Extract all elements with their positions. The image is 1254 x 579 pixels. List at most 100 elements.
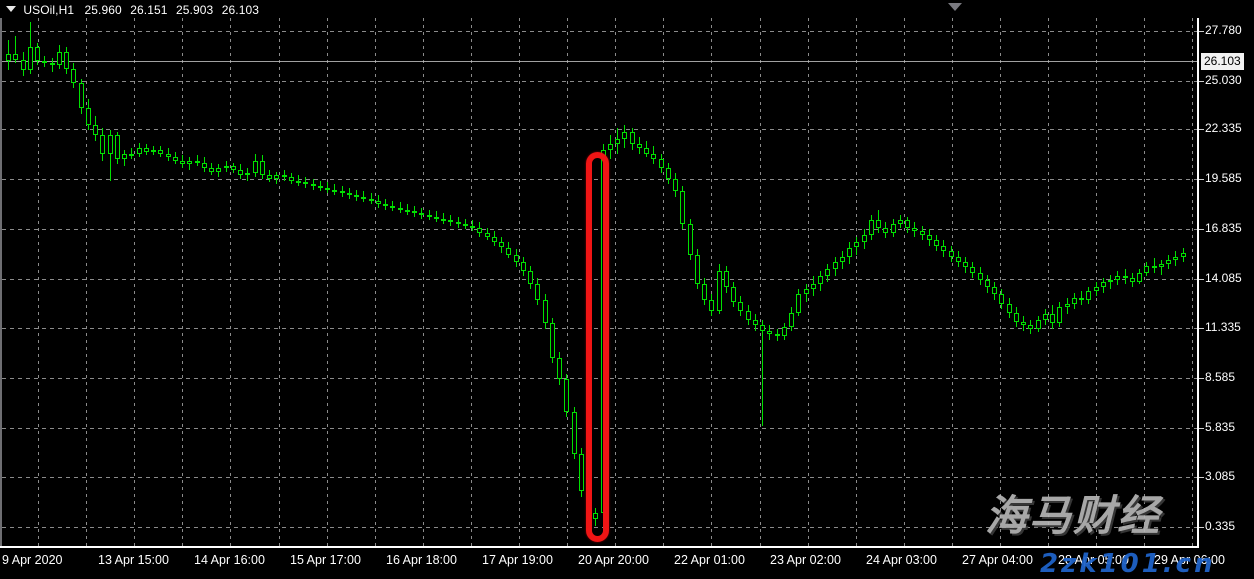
candle-body — [1028, 325, 1034, 329]
candle-body — [832, 261, 838, 270]
price-tick — [1199, 228, 1204, 230]
vertical-gridline — [374, 18, 376, 546]
vertical-gridline — [951, 18, 953, 546]
time-axis[interactable]: 9 Apr 2020 13 Apr 15:00 14 Apr 16:00 15 Apr… — [0, 548, 1254, 575]
candle-body — [361, 196, 367, 199]
ohlc-low: 25.903 — [176, 2, 214, 17]
candle-wick — [392, 200, 394, 212]
candle-wick — [399, 202, 401, 214]
time-axis-label: 17 Apr 19:00 — [482, 553, 553, 567]
candle-wick — [363, 191, 365, 203]
candle-body — [963, 261, 968, 268]
candle-body — [760, 325, 765, 331]
candle-body — [615, 139, 620, 145]
candle-wick — [305, 177, 307, 188]
candle-wick — [464, 218, 466, 230]
vertical-gridline — [855, 18, 857, 546]
candle-body — [448, 220, 454, 223]
candle-body — [230, 166, 236, 170]
vertical-gridline — [759, 18, 761, 546]
candle-body — [593, 513, 599, 519]
candle-body — [6, 54, 11, 62]
horizontal-gridline — [2, 377, 1197, 379]
candle-body — [462, 224, 468, 226]
candle-body — [288, 177, 294, 181]
candle-body — [977, 272, 983, 281]
candle-body — [1093, 287, 1099, 291]
candle-body — [1035, 319, 1041, 329]
candle-body — [919, 231, 925, 235]
candle-body — [107, 135, 113, 154]
candle-body — [658, 158, 664, 168]
vertical-gridline — [230, 18, 232, 546]
candle-body — [375, 200, 381, 205]
chart-plot-area[interactable] — [2, 18, 1197, 546]
vertical-gridline — [134, 18, 136, 546]
time-axis-label: 29 Apr 06:00 — [1154, 553, 1225, 567]
candle-body — [861, 234, 867, 243]
candle-body — [767, 330, 773, 335]
candle-body — [818, 276, 823, 284]
candle-body — [839, 256, 845, 262]
candle-body — [78, 83, 84, 109]
candle-body — [890, 224, 896, 234]
candle-body — [636, 144, 642, 149]
candle-body — [441, 218, 446, 221]
candle-body — [296, 180, 301, 183]
price-tick — [1199, 527, 1204, 528]
candle-body — [339, 191, 345, 194]
candle-body — [368, 198, 374, 201]
candle-body — [56, 52, 62, 65]
candle-body — [926, 234, 932, 241]
candle-body — [332, 189, 338, 192]
candle-body — [905, 220, 910, 228]
price-axis[interactable]: 27.780 25.030 22.335 19.585 16.835 14.085 11.3… — [1199, 0, 1254, 547]
vertical-gridline — [470, 18, 472, 546]
candle-body — [216, 167, 222, 172]
candle-body — [49, 63, 55, 66]
vertical-gridline — [1144, 18, 1146, 546]
candle-wick — [1160, 260, 1162, 275]
candle-body — [549, 323, 555, 358]
time-axis-label: 24 Apr 03:00 — [866, 553, 937, 567]
horizontal-gridline — [2, 129, 1197, 131]
price-axis-label: 0.335 — [1205, 519, 1236, 533]
time-axis-label: 20 Apr 20:00 — [578, 553, 649, 567]
price-axis-label: 16.835 — [1205, 220, 1242, 235]
price-tick — [1199, 427, 1204, 429]
triangle-down-icon[interactable] — [6, 5, 16, 12]
candle-body — [897, 220, 903, 224]
candle-wick — [348, 187, 350, 199]
candle-body — [1173, 256, 1179, 261]
horizontal-gridline — [2, 278, 1197, 280]
candle-body — [745, 310, 751, 320]
candle-body — [35, 46, 40, 62]
candle-wick — [15, 36, 17, 64]
candle-body — [404, 209, 410, 212]
candle-body — [310, 184, 316, 187]
candle-body — [571, 411, 577, 454]
candle-body — [484, 233, 490, 237]
candle-body — [868, 220, 874, 235]
candle-body — [557, 357, 562, 380]
candle-body — [680, 191, 686, 224]
candle-wick — [414, 205, 415, 217]
current-price-line — [2, 61, 1197, 63]
candle-body — [803, 289, 809, 295]
price-axis-label: 25.030 — [1205, 72, 1242, 87]
candle-wick — [1153, 258, 1155, 273]
candle-body — [20, 59, 26, 71]
candle-body — [259, 160, 265, 176]
candle-body — [673, 178, 678, 192]
candle-body — [412, 211, 417, 214]
candle-wick — [421, 207, 423, 219]
candle-wick — [283, 169, 285, 181]
candle-body — [252, 160, 258, 174]
candle-body — [477, 227, 483, 234]
horizontal-gridline — [2, 328, 1197, 330]
collapse-triangle-icon[interactable] — [948, 3, 962, 11]
candle-body — [455, 222, 461, 225]
candle-wick — [298, 175, 299, 187]
candle-body — [1129, 278, 1135, 282]
time-axis-border — [0, 546, 1199, 548]
